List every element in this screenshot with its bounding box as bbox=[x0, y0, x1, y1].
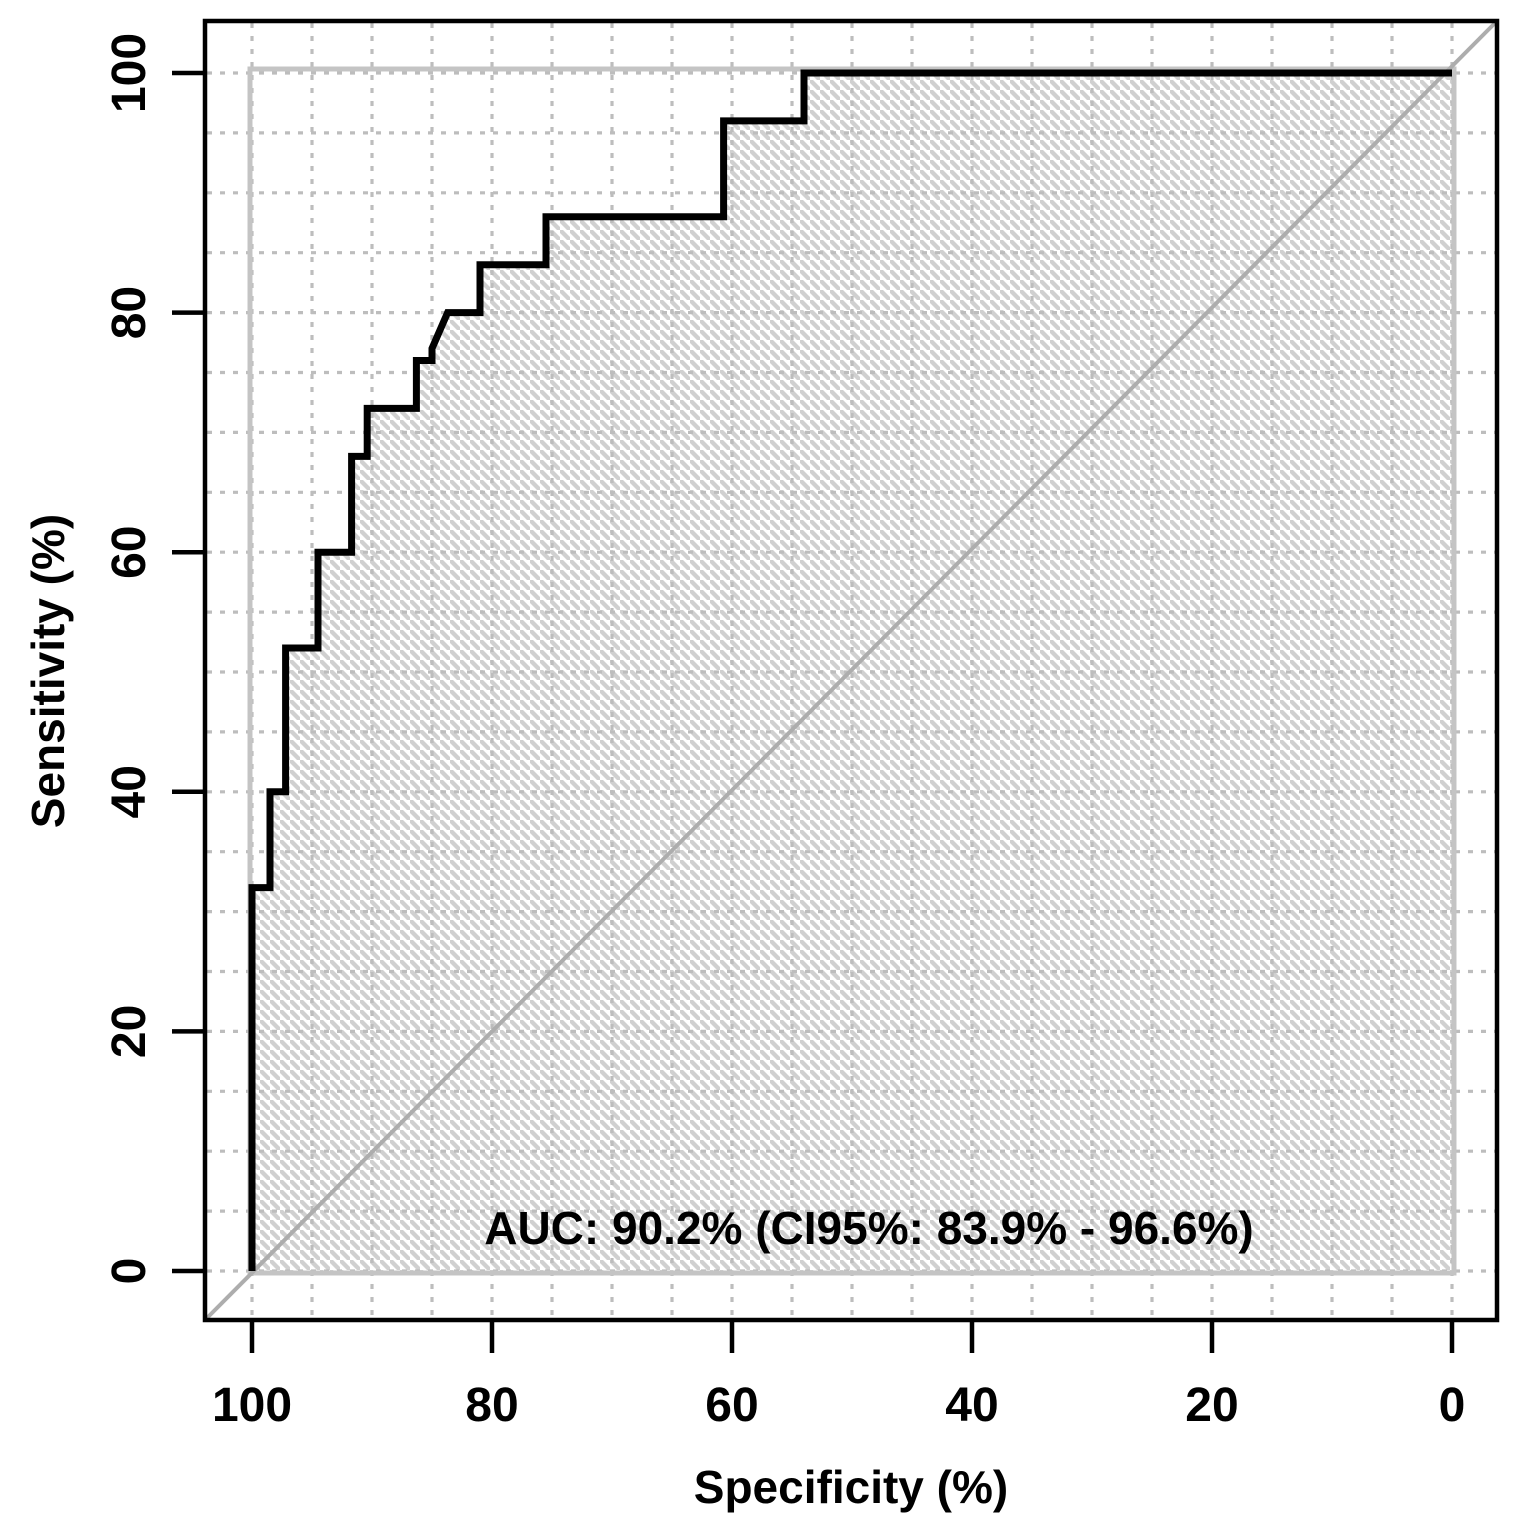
y-tick-label: 20 bbox=[103, 1005, 156, 1058]
data-bounds-box bbox=[247, 66, 1457, 1276]
x-tick-label: 40 bbox=[945, 1379, 998, 1432]
x-tick-label: 20 bbox=[1185, 1379, 1238, 1432]
x-axis-ticks bbox=[249, 1322, 1455, 1353]
x-tick-label: 100 bbox=[212, 1379, 292, 1432]
y-axis-tick-labels: 0 20 40 60 80 100 bbox=[103, 33, 156, 1284]
y-axis-title: Sensitivity (%) bbox=[22, 514, 74, 828]
y-tick-label: 0 bbox=[103, 1258, 156, 1285]
roc-curve-line bbox=[248, 69, 1452, 1271]
auc-annotation: AUC: 90.2% (CI95%: 83.9% - 96.6%) bbox=[484, 1202, 1254, 1254]
y-tick-label: 60 bbox=[103, 526, 156, 579]
plot-border-box bbox=[202, 18, 1500, 1323]
x-axis-tick-labels: 100 80 60 40 20 0 bbox=[212, 1379, 1465, 1432]
gridlines bbox=[207, 23, 1495, 1318]
x-tick-label: 60 bbox=[705, 1379, 758, 1432]
x-tick-label: 80 bbox=[465, 1379, 518, 1432]
y-tick-label: 80 bbox=[103, 286, 156, 339]
y-axis-ticks bbox=[172, 70, 203, 1274]
y-tick-label: 100 bbox=[103, 33, 156, 113]
x-axis-title: Specificity (%) bbox=[694, 1461, 1008, 1513]
y-tick-label: 40 bbox=[103, 765, 156, 818]
x-tick-label: 0 bbox=[1439, 1379, 1466, 1432]
chance-diagonal-line bbox=[204, 20, 1498, 1321]
